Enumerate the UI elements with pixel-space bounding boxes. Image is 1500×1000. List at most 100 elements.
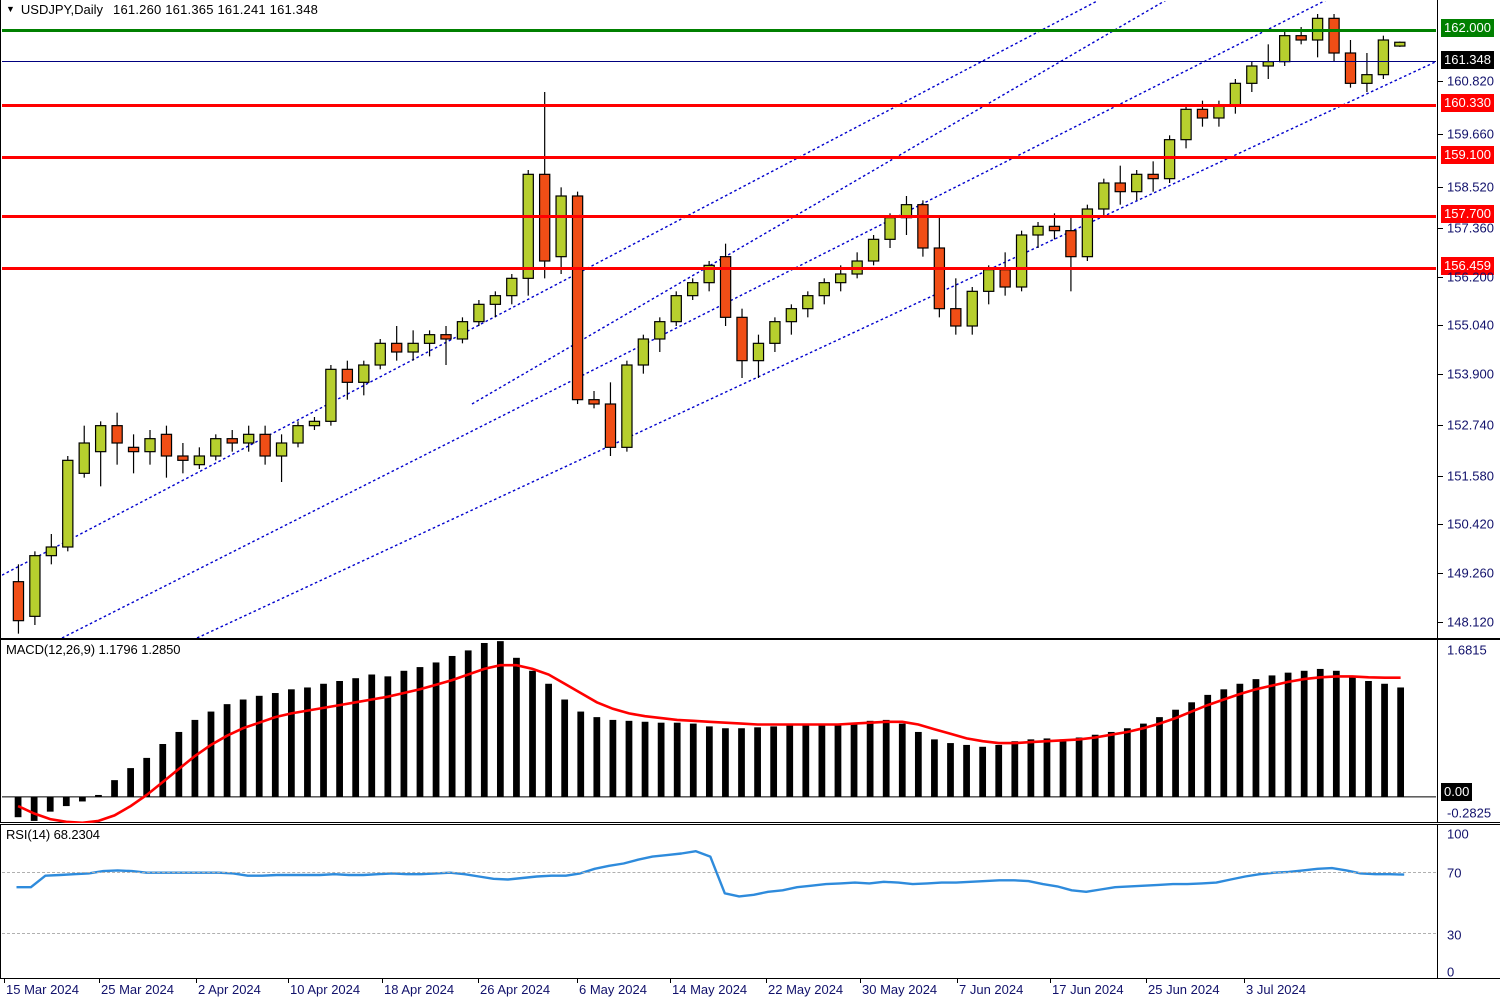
macd-histogram-bar — [657, 722, 665, 797]
macd-histogram-bar — [464, 650, 472, 797]
trendline-lower-channel — [196, 61, 1436, 638]
triangle-down-icon[interactable]: ▼ — [6, 4, 15, 14]
macd-histogram-bar — [480, 642, 488, 797]
macd-histogram-bar — [818, 724, 826, 797]
candle — [1377, 35, 1390, 79]
candle — [45, 534, 58, 565]
macd-histogram-bar — [1349, 676, 1356, 797]
candle — [1081, 204, 1094, 261]
macd-histogram-bar — [352, 678, 360, 797]
rsi-plot-area[interactable] — [2, 826, 1436, 979]
candle — [144, 430, 156, 465]
candle — [489, 291, 502, 318]
macd-histogram-bar — [625, 720, 633, 797]
rsi-scale-label: 70 — [1447, 865, 1462, 881]
candle — [752, 334, 765, 378]
rsi-svg — [16, 850, 1405, 898]
macd-histogram-bar — [496, 641, 504, 797]
price-tick — [1438, 374, 1443, 375]
price-chart-panel[interactable]: 162.000 161.348 160.820 160.330 159.660 159.1… — [0, 0, 1500, 639]
candle — [1344, 40, 1357, 88]
macd-histogram-bar — [866, 720, 874, 797]
candle — [522, 170, 534, 296]
candle — [473, 300, 485, 326]
price-label: 157.360 — [1447, 220, 1494, 236]
macd-legend: MACD(12,26,9) 1.1796 1.2850 — [6, 642, 181, 657]
macd-histogram-bar — [46, 796, 54, 812]
candle — [308, 417, 321, 430]
rsi-panel[interactable]: RSI(14) 68.2304 100 70 30 0 — [0, 824, 1500, 980]
symbol-period-label: USDJPY,Daily — [20, 2, 104, 17]
candle — [670, 291, 682, 326]
macd-histogram-bar — [995, 744, 1003, 797]
time-axis-label: 3 Jul 2024 — [1246, 982, 1306, 997]
level-line-support[interactable] — [2, 267, 1436, 270]
candle — [62, 456, 74, 552]
price-tick — [1438, 622, 1443, 623]
candle — [423, 330, 436, 357]
time-axis-label: 22 May 2024 — [768, 982, 844, 997]
macd-histogram-bar — [914, 731, 922, 797]
time-tick — [766, 979, 767, 983]
price-plot-area[interactable] — [2, 1, 1436, 638]
macd-histogram-bar — [1220, 689, 1228, 797]
candle — [555, 187, 567, 274]
candle — [538, 92, 551, 279]
time-axis-label: 14 May 2024 — [672, 982, 748, 997]
level-line-resistance[interactable] — [2, 156, 1436, 159]
price-tick — [1438, 187, 1443, 188]
macd-histogram-bar — [1075, 737, 1083, 797]
price-label-highlight: 161.348 — [1441, 51, 1494, 69]
candle — [1098, 178, 1110, 218]
level-line-resistance[interactable] — [2, 215, 1436, 218]
time-tick — [1244, 979, 1245, 983]
time-tick — [957, 979, 958, 983]
macd-svg — [2, 641, 1436, 823]
price-tick — [1438, 134, 1443, 135]
time-tick — [478, 979, 479, 983]
macd-histogram-bar — [368, 674, 376, 797]
trendline-mid-channel — [61, 1, 1326, 638]
macd-histogram-bar — [722, 728, 729, 797]
macd-histogram-bar — [754, 727, 761, 797]
macd-scale-axis[interactable]: 1.6815 0.00 -0.2825 — [1437, 640, 1500, 822]
candle — [78, 425, 90, 478]
macd-histogram-bar — [30, 796, 38, 821]
price-label-highlight: 156.459 — [1441, 257, 1494, 275]
candle — [1394, 41, 1406, 47]
macd-histogram-bar — [448, 655, 456, 797]
macd-scale-label: 1.6815 — [1447, 642, 1487, 658]
level-line-resistance[interactable] — [2, 104, 1436, 107]
time-tick — [288, 979, 289, 983]
candle — [177, 443, 189, 474]
candle — [686, 278, 699, 300]
rsi-scale-label: 100 — [1447, 826, 1469, 842]
rsi-scale-axis[interactable]: 100 70 30 0 — [1437, 825, 1500, 980]
candle — [851, 252, 863, 279]
level-line-target[interactable] — [2, 29, 1436, 32]
macd-histogram-bar — [1381, 683, 1388, 797]
time-axis[interactable]: 15 Mar 2024 25 Mar 2024 2 Apr 2024 10 Apr 2… — [0, 979, 1500, 1000]
macd-histogram-bar — [963, 744, 970, 797]
price-candlestick-svg — [2, 1, 1436, 638]
macd-histogram-bar — [529, 670, 536, 797]
macd-plot-area[interactable] — [2, 641, 1436, 823]
price-tick — [1438, 277, 1443, 278]
macd-histogram-bar — [979, 746, 987, 797]
candle — [226, 430, 238, 452]
price-tick — [1438, 425, 1443, 426]
macd-histogram-bar — [1365, 680, 1372, 797]
macd-panel[interactable]: MACD(12,26,9) 1.1796 1.2850 1.6815 0.00 -0… — [0, 639, 1500, 823]
candle — [1147, 161, 1159, 192]
price-label: 149.260 — [1447, 565, 1494, 581]
macd-histogram-bar — [931, 739, 938, 797]
price-label: 148.120 — [1447, 614, 1494, 630]
macd-histogram-bar — [62, 796, 70, 807]
macd-histogram-bar — [898, 723, 906, 797]
level-line-current-price[interactable] — [2, 61, 1436, 62]
price-tick — [1438, 81, 1443, 82]
time-axis-label: 25 Jun 2024 — [1148, 982, 1220, 997]
candle — [1015, 230, 1028, 292]
price-scale-axis[interactable]: 162.000 161.348 160.820 160.330 159.660 159.1… — [1437, 0, 1500, 638]
